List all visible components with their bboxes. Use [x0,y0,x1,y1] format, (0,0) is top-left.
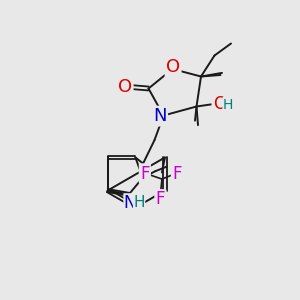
Text: O: O [118,78,132,96]
Text: F: F [172,165,182,183]
Text: O: O [213,95,226,113]
Text: F: F [140,165,150,183]
Text: H: H [223,98,233,112]
Text: H: H [133,195,145,210]
Text: N: N [124,194,136,212]
Text: O: O [166,58,180,76]
Text: F: F [156,190,165,208]
Text: N: N [153,107,167,125]
